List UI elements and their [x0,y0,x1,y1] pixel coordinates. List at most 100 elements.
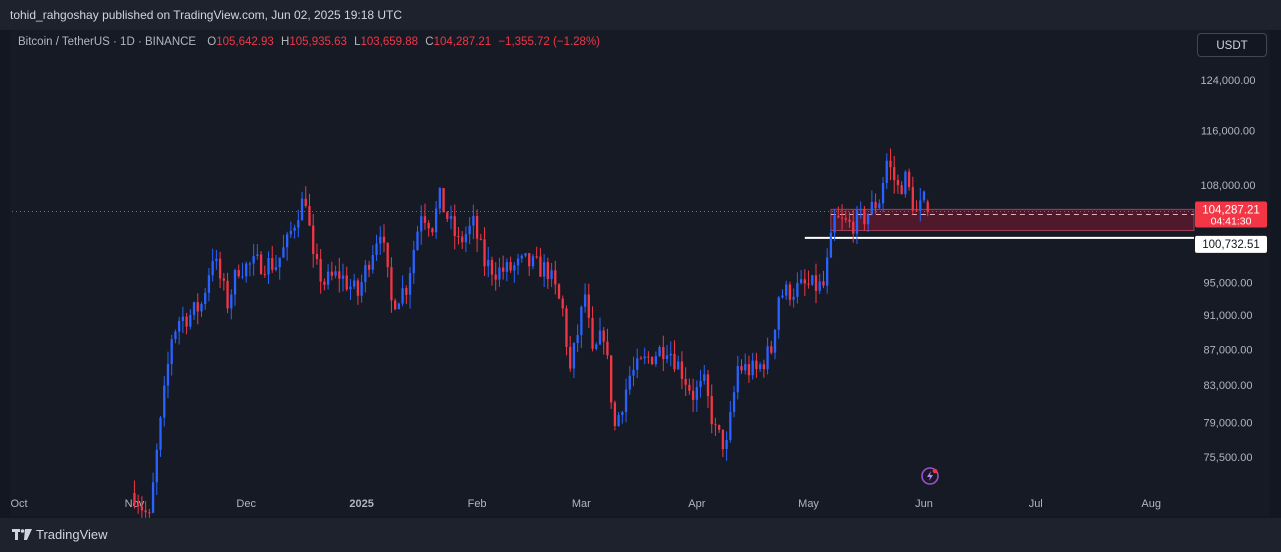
event-icon [921,467,939,485]
candle-body [245,263,248,277]
candle-body [453,216,456,237]
candle-body [822,281,825,286]
candle-body [583,294,587,307]
candle-body [256,254,259,256]
candle-body [915,210,918,212]
candle-body [602,330,605,342]
currency-button[interactable]: USDT [1197,33,1267,57]
candle-body [818,281,821,291]
candle-body [542,262,546,277]
x-tick-label: Jun [915,498,933,510]
candle-body [304,198,307,206]
candle-body [405,288,408,295]
candle-body [732,392,736,413]
candle-body [788,284,792,300]
symbol-name[interactable]: Bitcoin / TetherUS · 1D · BINANCE [18,36,197,48]
open-value: 105,642.93 [216,36,274,48]
support-zone [830,208,1195,232]
candle-body [535,256,538,258]
candle-body [598,330,602,345]
candle-body [218,258,222,279]
candle-body [919,200,922,211]
candle-body [159,417,162,450]
candle-body [498,267,501,280]
candle-body [166,363,170,386]
candle-body [595,344,598,349]
candle-body [874,201,877,209]
y-tick-label: 75,500.00 [1204,452,1253,464]
candle-body [192,302,196,315]
candle-body [792,296,795,300]
candle-body [714,424,717,426]
candle-body [151,482,155,513]
tradingview-icon [12,528,32,540]
candle-body [762,364,766,370]
candle-body [878,203,881,209]
candle-body [684,378,687,385]
candle-body [859,209,862,211]
y-tick-label: 108,000.00 [1200,180,1255,192]
candle-body [900,185,903,195]
candle-body [449,216,453,219]
candle-body [617,414,620,427]
candle-body [647,356,650,358]
candle-body [502,267,505,272]
high-value: 105,935.63 [289,36,347,48]
candle-body [695,387,698,400]
change-value: −1,355.72 (−1.28%) [498,36,601,48]
candle-body [181,316,185,321]
candle-body [665,355,669,359]
x-tick-label: Dec [236,498,256,510]
level-axis-value: 100,732.51 [1202,239,1260,251]
candle-body [345,275,348,290]
candle-body [889,160,892,168]
candle-body [520,255,523,259]
tradingview-logo[interactable]: TradingView [12,527,108,542]
candle-body [554,270,557,285]
candle-body [524,253,527,256]
x-tick-label: Mar [572,498,591,510]
candle-body [829,232,833,258]
candle-body [725,439,728,450]
x-tick-label: Oct [10,498,27,510]
x-tick-label: Aug [1141,498,1161,510]
candle-body [267,257,270,275]
candle-body [528,253,531,267]
candle-body [613,402,617,427]
candle-body [580,306,583,336]
candle-body [438,188,441,209]
candle-body [643,356,646,359]
candle-body [144,510,147,513]
candle-body [330,271,333,276]
candle-body [636,358,639,370]
y-tick-label: 116,000.00 [1201,126,1255,138]
candle-body [215,258,218,262]
candle-body [673,353,676,370]
price-axis-value: 104,287.21 [1202,205,1260,217]
candle-body [546,262,550,280]
candle-body [569,346,572,369]
candle-body [777,297,780,330]
candle-body [669,353,672,356]
low-label: L [354,36,361,48]
candle-body [237,270,240,277]
candle-body [241,276,244,278]
x-tick-label: Jul [1029,498,1043,510]
candle-body [896,180,900,186]
candle-body [610,355,613,403]
candle-body [639,358,643,360]
candle-body [185,316,188,327]
candle-body [338,271,341,279]
candle-body [744,364,747,371]
candle-body [904,171,907,195]
candle-body [408,273,412,295]
candle-body [561,298,564,309]
candle-body [263,273,266,275]
y-tick-label: 95,000.00 [1204,277,1253,289]
candle-body [420,216,423,232]
candle-body [412,249,415,274]
candle-body [505,262,509,272]
candle-body [844,218,847,220]
candle-body [200,303,203,312]
